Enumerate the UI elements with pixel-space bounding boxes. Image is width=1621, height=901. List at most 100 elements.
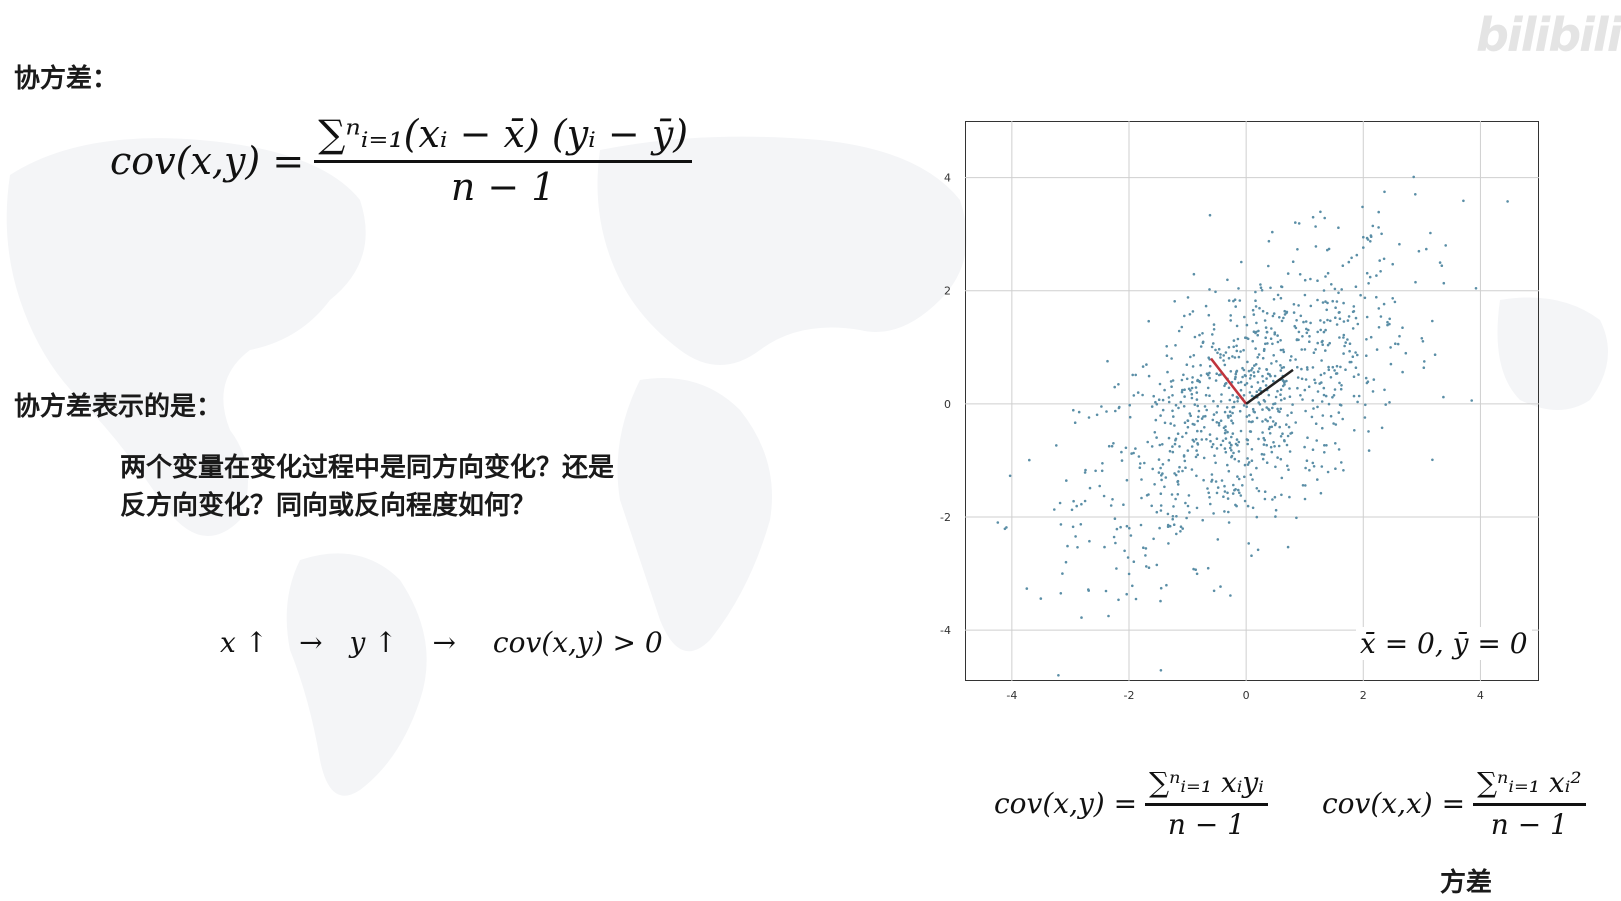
data-point <box>1202 456 1206 460</box>
data-point <box>1207 491 1210 495</box>
data-point <box>1305 327 1308 331</box>
data-point <box>1229 314 1232 317</box>
data-point <box>1269 416 1272 419</box>
data-point <box>1150 504 1153 508</box>
data-point <box>1256 370 1260 373</box>
data-point <box>1276 456 1279 459</box>
data-point <box>1242 404 1246 407</box>
data-point <box>1304 466 1307 470</box>
data-point <box>1190 396 1194 400</box>
data-point <box>1232 339 1236 342</box>
data-point <box>1168 524 1172 528</box>
data-point <box>1216 351 1219 355</box>
data-point <box>1075 504 1078 508</box>
data-point <box>1186 504 1190 508</box>
data-point <box>1151 467 1154 471</box>
data-point <box>1421 340 1425 343</box>
formula-denominator: n − 1 <box>1167 808 1245 841</box>
data-point <box>1174 497 1177 501</box>
data-point <box>1279 407 1282 411</box>
data-point <box>1279 296 1283 300</box>
data-point <box>1256 356 1259 359</box>
data-point <box>1233 457 1237 461</box>
data-point <box>1195 506 1199 510</box>
data-point <box>1177 483 1180 486</box>
data-point <box>1289 359 1292 362</box>
data-point <box>1223 410 1227 414</box>
data-point <box>1321 301 1325 304</box>
data-point <box>1334 423 1338 426</box>
formula-numerator: ∑ⁿᵢ₌₁ xᵢ² <box>1477 766 1582 799</box>
data-point <box>1245 323 1249 327</box>
data-point <box>1196 419 1199 423</box>
data-point <box>1114 409 1117 413</box>
data-point <box>1383 388 1386 392</box>
data-point <box>1194 455 1198 459</box>
data-point <box>1159 414 1162 417</box>
data-point <box>1422 366 1426 370</box>
data-point <box>1311 215 1315 219</box>
data-point <box>1072 408 1075 412</box>
data-point <box>1280 285 1284 289</box>
data-point <box>1256 548 1260 552</box>
data-point <box>1306 436 1309 440</box>
data-point <box>1286 414 1289 417</box>
data-point <box>1174 438 1177 442</box>
data-point <box>1320 465 1324 468</box>
data-point <box>1279 364 1282 367</box>
data-point <box>1271 230 1274 234</box>
data-point <box>1114 541 1117 545</box>
data-point <box>1233 400 1236 404</box>
data-point <box>1194 568 1197 571</box>
data-point <box>1377 226 1380 229</box>
data-point <box>1247 420 1251 423</box>
data-point <box>1295 319 1298 322</box>
data-point <box>1250 385 1253 389</box>
data-point <box>1388 322 1391 326</box>
data-point <box>1314 381 1317 385</box>
data-point <box>1319 319 1322 322</box>
data-point <box>1208 213 1212 217</box>
data-point <box>1286 464 1289 468</box>
data-point <box>1166 370 1169 374</box>
data-point <box>1167 400 1171 404</box>
data-point <box>1276 389 1279 393</box>
data-point <box>1378 259 1381 262</box>
data-point <box>1287 468 1290 472</box>
data-point <box>1132 394 1136 397</box>
data-point <box>1348 349 1351 353</box>
data-point <box>1195 398 1199 401</box>
data-point <box>1185 377 1189 381</box>
data-point <box>1314 245 1318 248</box>
data-point <box>1227 521 1231 524</box>
data-point <box>1314 348 1317 351</box>
data-point <box>1219 353 1222 356</box>
data-point <box>1194 438 1198 441</box>
data-point <box>1080 616 1083 619</box>
data-point <box>1261 374 1264 378</box>
data-point <box>1288 495 1291 499</box>
x-tick-label: -2 <box>1124 689 1135 702</box>
data-point <box>1208 364 1212 368</box>
data-point <box>1125 592 1128 596</box>
data-point <box>1194 386 1198 389</box>
data-point <box>1171 515 1175 518</box>
y-tick-label: -2 <box>940 511 951 524</box>
data-point <box>1183 421 1187 425</box>
data-point <box>1257 329 1260 333</box>
data-point <box>1140 496 1143 500</box>
data-point <box>1364 403 1367 407</box>
data-point <box>1279 369 1283 372</box>
data-point <box>1205 408 1208 412</box>
data-point <box>1347 315 1351 318</box>
data-point <box>1206 487 1209 490</box>
data-point <box>1134 447 1137 450</box>
data-point <box>1417 249 1421 253</box>
data-point <box>1227 416 1230 419</box>
data-point <box>1363 296 1367 300</box>
data-point <box>1398 334 1401 338</box>
data-point <box>1256 381 1260 384</box>
data-point <box>1181 435 1184 439</box>
data-point <box>1254 331 1257 335</box>
data-point <box>1506 200 1509 203</box>
